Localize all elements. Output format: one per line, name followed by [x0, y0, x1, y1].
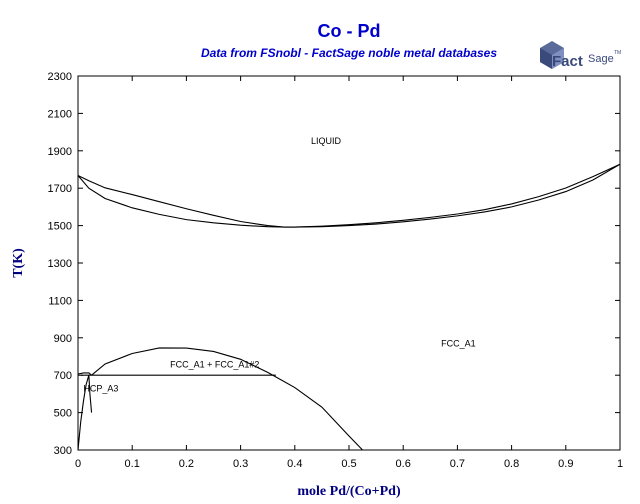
chart-subtitle: Data from FSnobl - FactSage noble metal …: [201, 46, 497, 60]
region-label: LIQUID: [311, 136, 342, 146]
y-tick-label: 1300: [48, 258, 72, 270]
x-axis-label: mole Pd/(Co+Pd): [297, 484, 401, 499]
y-axis-ticks: 300 500 700 900 1100 1300 1500 1700 1900 2100 2300: [48, 71, 620, 457]
x-tick-label: 0.8: [504, 458, 519, 470]
logo-text-sage: Sage: [588, 53, 614, 65]
y-tick-label: 900: [54, 333, 72, 345]
region-label: FCC_A1 + FCC_A1#2: [170, 360, 259, 370]
phase-boundary-7: [88, 375, 93, 413]
phase-boundary-5: [77, 372, 92, 376]
x-tick-label: 0.7: [450, 458, 465, 470]
x-tick-label: 0.6: [396, 458, 411, 470]
y-axis-label: T(K): [11, 248, 26, 278]
y-tick-label: 500: [54, 408, 72, 420]
plot-frame: [77, 75, 621, 451]
region-label: HCP_A3: [83, 384, 118, 394]
region-labels: LIQUID FCC_A1 FCC_A1 + FCC_A1#2 HCP_A3: [83, 136, 475, 394]
logo-trademark: TM: [614, 50, 621, 56]
x-tick-label: 1: [617, 458, 623, 470]
y-tick-label: 2300: [48, 71, 72, 83]
x-tick-label: 0: [75, 458, 81, 470]
y-tick-label: 1900: [48, 146, 72, 158]
phase-boundary-2: [77, 163, 621, 228]
x-axis-ticks: 0 0.1 0.2 0.3 0.4 0.5 0.6 0.7 0.8 0.9 1: [75, 76, 623, 470]
phase-boundaries: [77, 163, 621, 451]
y-tick-label: 1700: [48, 183, 72, 195]
factsage-logo: Fact Sage TM: [540, 41, 621, 70]
x-tick-label: 0.4: [287, 458, 302, 470]
x-tick-label: 0.5: [341, 458, 356, 470]
phase-boundary-6: [77, 375, 90, 451]
x-tick-label: 0.1: [125, 458, 140, 470]
region-label: FCC_A1: [441, 339, 476, 349]
y-tick-label: 1500: [48, 221, 72, 233]
logo-text: Fact: [552, 53, 583, 70]
y-tick-label: 700: [54, 370, 72, 382]
y-tick-label: 300: [54, 445, 72, 457]
x-tick-label: 0.2: [179, 458, 194, 470]
x-tick-label: 0.3: [233, 458, 248, 470]
phase-boundary-1: [77, 163, 621, 228]
chart-title: Co - Pd: [318, 21, 381, 41]
y-tick-label: 2100: [48, 108, 72, 120]
x-tick-label: 0.9: [558, 458, 573, 470]
y-tick-label: 1100: [48, 295, 72, 307]
phase-boundary-3: [91, 347, 363, 451]
